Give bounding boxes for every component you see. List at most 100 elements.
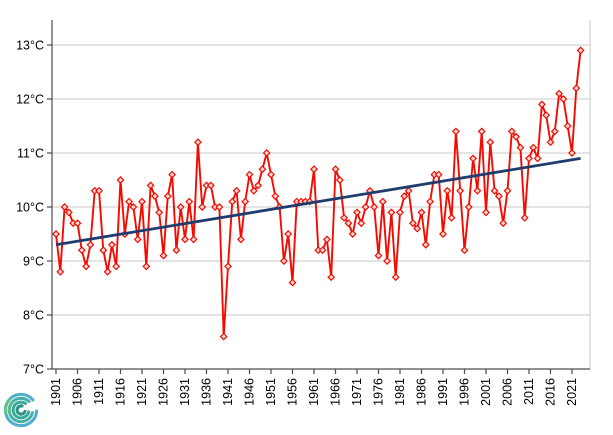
y-tick-label: 7°C <box>23 362 44 376</box>
data-point-1971 <box>353 208 361 217</box>
y-tick-label: 12°C <box>16 92 44 106</box>
data-point-1946 <box>245 170 254 179</box>
data-point-2006 <box>503 186 512 195</box>
data-point-1933 <box>189 235 198 244</box>
data-point-2008 <box>512 132 521 141</box>
data-point-2002 <box>486 138 495 147</box>
data-point-2003 <box>490 186 499 195</box>
temperature-line <box>55 50 582 338</box>
data-point-1906 <box>73 219 82 228</box>
data-point-1973 <box>361 203 370 211</box>
data-point-1993 <box>447 213 456 222</box>
x-tick-label: 1976 <box>372 378 386 406</box>
data-point-1995 <box>456 186 465 195</box>
data-point-1994 <box>451 127 460 136</box>
data-point-1920 <box>133 235 142 244</box>
x-tick-label: 1961 <box>307 378 321 406</box>
data-point-1929 <box>172 246 181 255</box>
data-point-1922 <box>142 262 151 271</box>
x-tick-label: 1966 <box>329 378 343 406</box>
data-point-2007 <box>507 127 516 136</box>
data-point-1918 <box>125 197 134 206</box>
data-point-1914 <box>107 240 116 249</box>
data-point-1941 <box>224 262 232 271</box>
data-point-1970 <box>348 230 357 238</box>
data-point-1923 <box>146 181 155 190</box>
data-point-1902 <box>56 267 65 276</box>
x-tick-label: 2016 <box>544 378 558 406</box>
data-point-1969 <box>344 219 353 228</box>
x-tick-label: 1921 <box>135 378 149 406</box>
data-point-2013 <box>533 154 542 163</box>
data-point-1986 <box>417 208 426 217</box>
data-point-1911 <box>95 186 103 195</box>
trend-line-layer <box>55 157 581 247</box>
data-point-1999 <box>473 186 482 195</box>
data-point-1935 <box>198 203 207 211</box>
data-point-1976 <box>374 251 383 260</box>
data-point-2011 <box>525 154 533 163</box>
data-point-1998 <box>469 154 478 163</box>
data-point-1921 <box>138 197 146 206</box>
data-point-2010 <box>520 213 529 222</box>
data-point-1961 <box>310 165 318 174</box>
data-point-1963 <box>318 246 327 255</box>
y-tick-label: 9°C <box>23 254 44 268</box>
data-point-2004 <box>494 192 503 201</box>
data-point-1937 <box>206 181 215 190</box>
data-point-1955 <box>284 230 293 238</box>
data-point-1967 <box>335 176 344 184</box>
data-point-1903 <box>60 203 69 211</box>
data-point-1964 <box>322 235 331 244</box>
data-point-1913 <box>103 267 112 276</box>
data-point-1925 <box>155 208 164 217</box>
y-tick-label: 8°C <box>23 308 44 322</box>
data-point-1952 <box>271 192 280 201</box>
data-point-1975 <box>370 203 379 211</box>
data-point-1972 <box>357 219 366 228</box>
data-point-1930 <box>176 203 185 211</box>
data-point-1965 <box>327 273 336 282</box>
x-tick-label: 1951 <box>264 378 278 406</box>
data-point-2000 <box>477 127 486 136</box>
geosphere-spiral-logo <box>3 392 39 428</box>
data-point-1979 <box>387 208 396 217</box>
data-point-1982 <box>400 192 409 201</box>
data-point-1926 <box>159 251 168 260</box>
data-point-1904 <box>64 208 73 217</box>
data-point-1966 <box>331 165 340 174</box>
x-tick-label: 1916 <box>114 378 128 406</box>
data-point-1949 <box>258 165 267 174</box>
y-tick-label: 13°C <box>16 38 44 52</box>
data-point-1915 <box>112 262 121 271</box>
data-point-1940 <box>219 332 228 341</box>
data-point-1924 <box>150 192 159 201</box>
x-tick-label: 1936 <box>200 378 214 406</box>
data-point-1977 <box>378 197 387 206</box>
x-tick-label: 1971 <box>350 378 364 406</box>
x-tick-label: 1991 <box>436 378 450 406</box>
x-tick-label: 1946 <box>243 378 257 406</box>
x-tick-label: 1926 <box>157 378 171 406</box>
data-point-1983 <box>404 186 413 195</box>
x-tick-label: 1911 <box>92 378 106 405</box>
y-tick-label: 11°C <box>17 146 44 160</box>
data-point-1954 <box>279 257 288 265</box>
data-point-1981 <box>396 208 404 217</box>
data-point-1996 <box>460 246 469 255</box>
data-point-1909 <box>86 240 95 249</box>
x-tick-label: 1941 <box>221 378 235 406</box>
data-point-1988 <box>426 197 435 206</box>
data-point-1968 <box>340 213 349 222</box>
data-point-2017 <box>550 127 559 136</box>
x-tick-label: 2021 <box>565 378 579 406</box>
data-point-1945 <box>241 197 250 206</box>
data-point-1927 <box>163 192 172 201</box>
gridlines <box>52 20 591 369</box>
data-point-2016 <box>546 138 555 147</box>
data-point-1931 <box>181 235 189 244</box>
data-point-1985 <box>413 224 422 233</box>
data-point-1942 <box>228 197 237 206</box>
